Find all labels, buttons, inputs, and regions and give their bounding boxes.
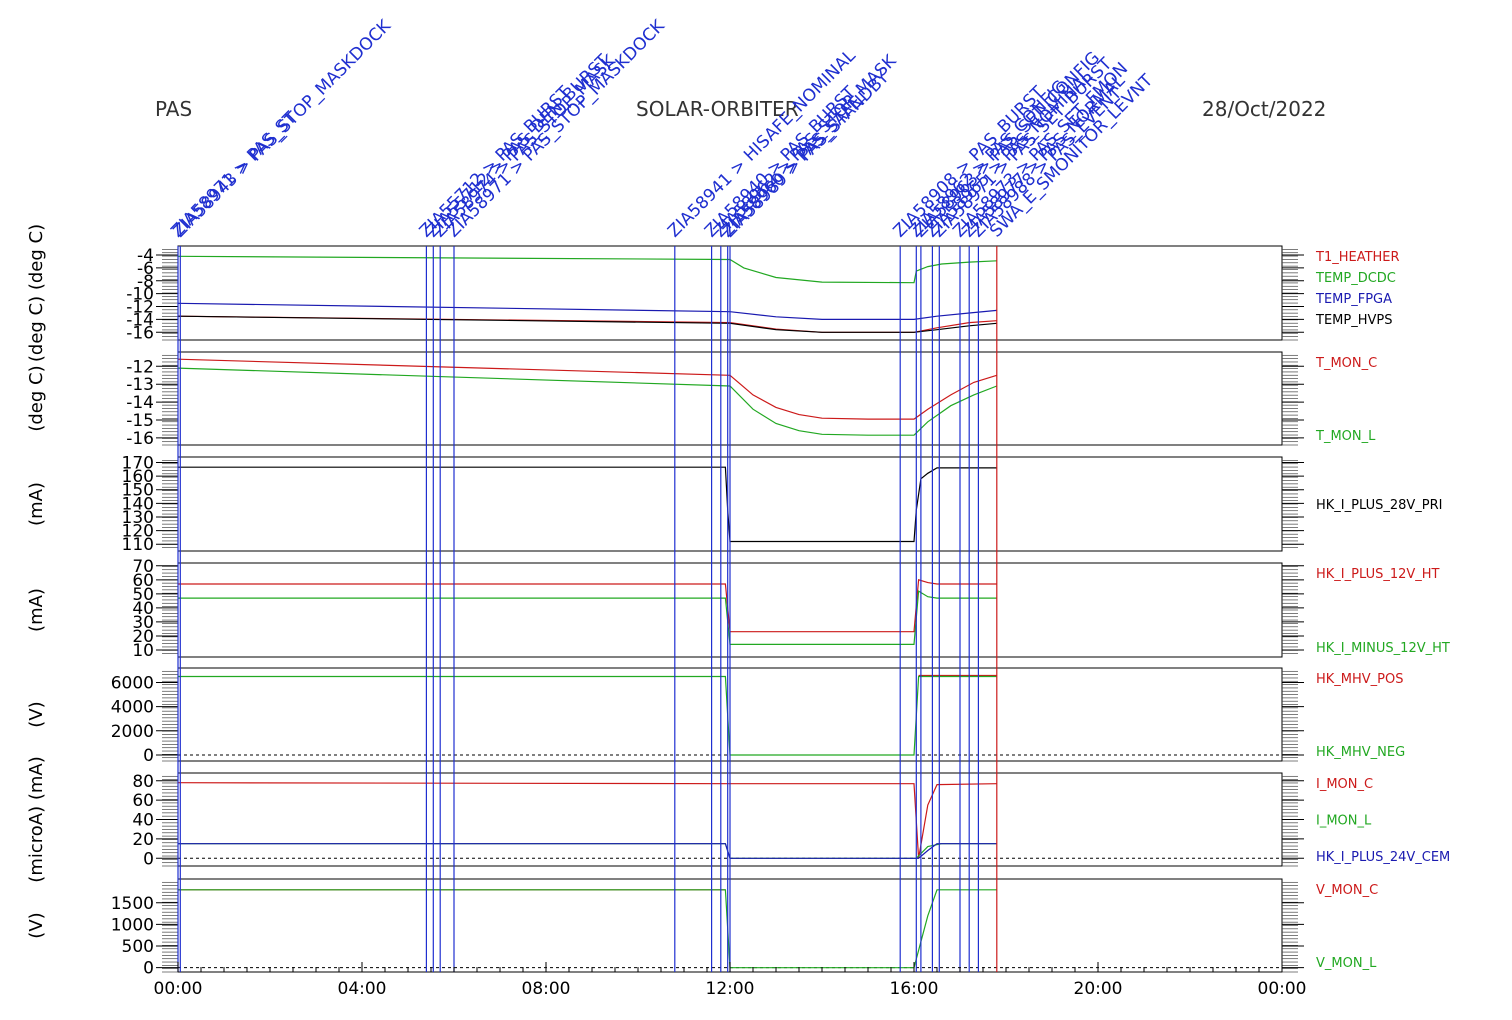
y-tick-label: -10	[126, 285, 154, 305]
header-right: 28/Oct/2022	[1202, 97, 1326, 121]
y-tick-label: 40	[132, 811, 154, 831]
series-line-temp-hvps	[177, 315, 997, 333]
y-axis-label: (microA) (mA)	[26, 756, 47, 882]
x-tick-label: 04:00	[338, 979, 387, 999]
series-line-t-mon-c	[177, 358, 997, 420]
y-tick-label: 6000	[111, 673, 154, 693]
y-tick-label: 10	[132, 641, 154, 661]
series-line-hk-i-minus-12v-ht	[178, 590, 997, 646]
x-tick-label: 12:00	[706, 979, 755, 999]
header-center: SOLAR-ORBITER	[636, 97, 799, 121]
y-tick-label: 60	[132, 791, 154, 811]
y-tick-label: 2000	[111, 722, 154, 742]
series-line-hk-i-plus-24v-cem	[178, 843, 997, 859]
x-tick-label: 08:00	[522, 979, 571, 999]
y-tick-label: -13	[126, 375, 154, 395]
x-tick-label: 00:00	[154, 979, 203, 999]
legend-entry: HK_I_PLUS_28V_PRI	[1316, 498, 1442, 513]
y-tick-label: 110	[122, 535, 154, 555]
legend-entry: TEMP_FPGA	[1315, 292, 1392, 307]
y-axis-label: (mA)	[26, 482, 47, 526]
series-line-t1-heather	[177, 315, 997, 333]
header-left: PAS	[155, 97, 192, 121]
y-tick-label: 50	[132, 585, 154, 605]
series-line-hk-i-plus-28v-pri	[178, 466, 997, 543]
series-line-temp-fpga	[177, 302, 997, 320]
legend-entry: HK_MHV_NEG	[1316, 745, 1405, 760]
y-tick-label: 80	[132, 772, 154, 792]
legend-entry: T_MON_C	[1315, 356, 1377, 371]
y-tick-label: 150	[122, 481, 154, 501]
y-tick-label: -12	[126, 298, 154, 318]
y-tick-label: 70	[132, 557, 154, 577]
y-tick-label: 500	[122, 937, 154, 957]
x-tick-label: 00:00	[1258, 979, 1307, 999]
legend-entry: T_MON_L	[1315, 429, 1376, 444]
legend-entry: HK_I_PLUS_24V_CEM	[1316, 850, 1450, 865]
y-tick-label: 1500	[111, 894, 154, 914]
legend-entry: HK_I_PLUS_12V_HT	[1316, 567, 1440, 582]
y-tick-label: 0	[143, 746, 154, 766]
panel-2: -12-13-14-15-16 (deg C) T_MON_C T_MON_L	[26, 351, 1377, 449]
event-marker-label: ZIA58971 > PAS_STOP_MASKDOCK	[443, 16, 669, 242]
panel-5: 6000 4000 2000 0 (V) HK_MHV_POS HK_MHV_NEG	[26, 667, 1405, 766]
y-tick-label: -12	[126, 357, 154, 377]
x-axis: 00:00 04:00 08:00 12:00 16:00 20:00 00:00	[154, 962, 1307, 999]
panel-1: -4-6-8-10-12-14-16 (deg C) (deg C) T1_HEAT…	[26, 224, 1400, 362]
legend-entry: I_MON_C	[1316, 777, 1373, 792]
y-tick-label: 30	[132, 613, 154, 633]
y-tick-label: 4000	[111, 698, 154, 718]
y-tick-label: 0	[143, 849, 154, 869]
series-line-i-mon-c	[177, 782, 997, 859]
y-tick-label: -15	[126, 411, 154, 431]
y-tick-label: 0	[143, 959, 154, 979]
legend-entry: TEMP_DCDC	[1315, 271, 1396, 286]
y-axis-label: (deg C)	[26, 365, 47, 431]
legend-entry: HK_I_MINUS_12V_HT	[1316, 641, 1450, 656]
legend-entry: T1_HEATHER	[1315, 250, 1400, 265]
event-marker-label: ZIA58943 > PAS_STOP_MASKDOCK	[170, 16, 396, 242]
y-tick-label: 1000	[111, 915, 154, 935]
y-axis-label: (V)	[26, 912, 47, 938]
series-line-temp-dcdc	[177, 255, 997, 284]
y-tick-label: 140	[122, 494, 154, 514]
legend-entry: I_MON_L	[1316, 814, 1372, 829]
y-tick-label: 60	[132, 571, 154, 591]
y-tick-label: -14	[126, 393, 154, 413]
y-tick-label: 20	[132, 627, 154, 647]
legend-entry: V_MON_C	[1316, 883, 1378, 898]
y-tick-label: -14	[126, 310, 154, 330]
y-tick-label: -8	[137, 272, 154, 292]
series-line-i-mon-l	[178, 843, 997, 859]
y-tick-label: 160	[122, 467, 154, 487]
y-tick-label: 130	[122, 508, 154, 528]
y-tick-label: -4	[137, 246, 154, 266]
y-tick-label: -16	[126, 323, 154, 343]
series-line-hk-i-plus-12v-ht	[178, 579, 997, 633]
y-tick-label: 120	[122, 522, 154, 542]
y-axis-label: (mA)	[26, 588, 47, 632]
y-tick-label: -16	[126, 429, 154, 449]
y-tick-label: 40	[132, 599, 154, 619]
x-tick-label: 20:00	[1074, 979, 1123, 999]
y-axis-label: (deg C) (deg C)	[26, 224, 47, 362]
legend-entry: TEMP_HVPS	[1315, 313, 1392, 328]
series-line-t-mon-l	[177, 367, 998, 436]
plot-area: -4-6-8-10-12-14-16(deg C) (deg C) T1_HEAT…	[26, 224, 1450, 979]
legend-entry: HK_MHV_POS	[1316, 672, 1404, 687]
y-tick-label: -6	[137, 259, 154, 279]
y-tick-label: 170	[122, 453, 154, 473]
series-line-v-mon-l	[178, 889, 997, 969]
x-tick-label: 16:00	[890, 979, 939, 999]
legend-entry: V_MON_L	[1316, 956, 1377, 971]
y-axis-label: (V)	[26, 701, 47, 727]
series-line-hk-mhv-neg	[178, 675, 997, 756]
y-tick-label: 20	[132, 830, 154, 850]
